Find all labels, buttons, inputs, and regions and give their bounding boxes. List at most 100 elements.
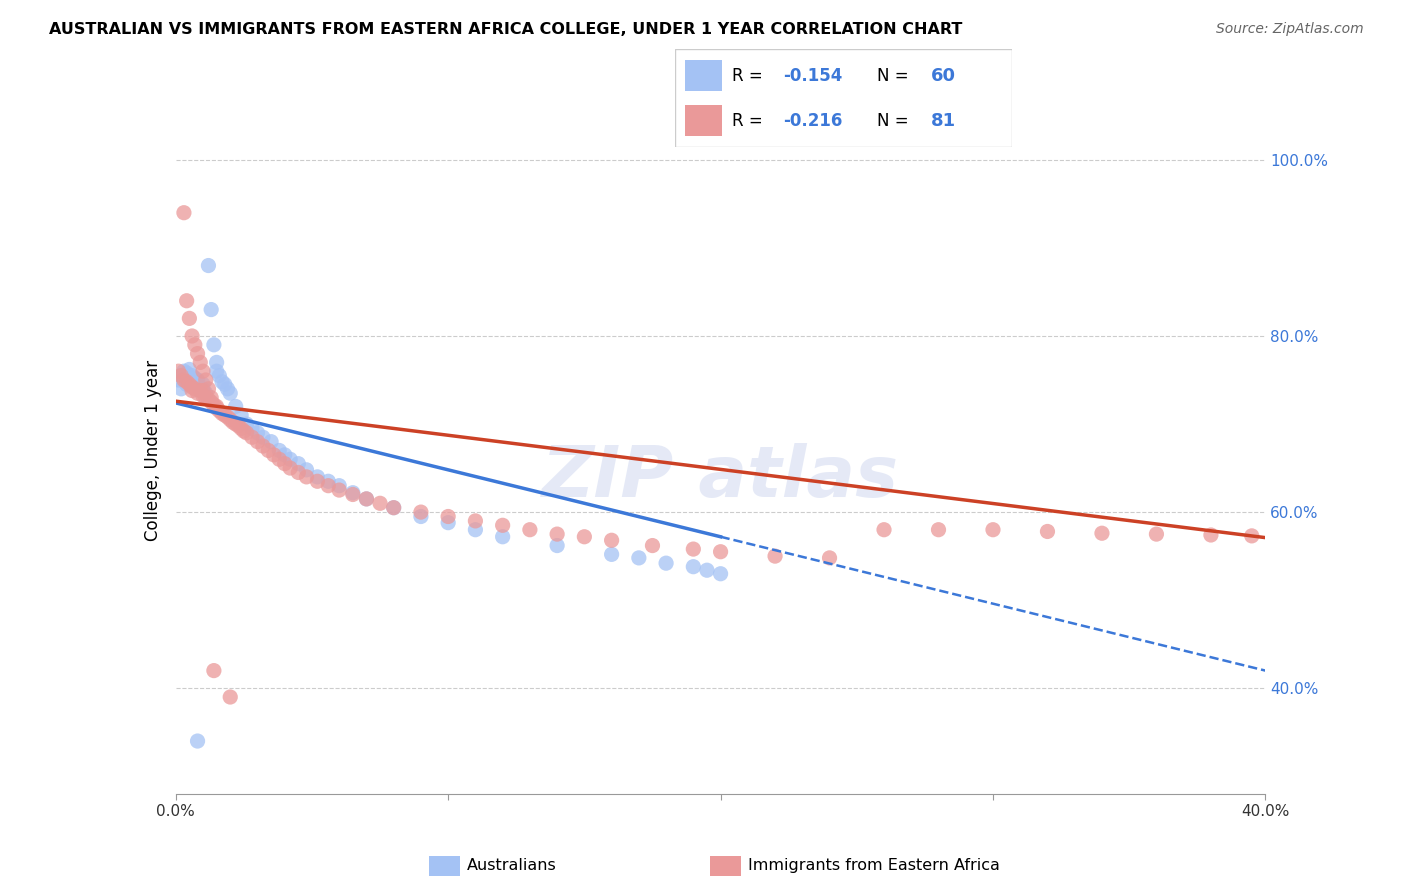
Point	[274, 448, 297, 462]
Point	[574, 530, 596, 544]
Point	[179, 362, 201, 376]
Point	[295, 463, 318, 477]
Text: -0.154: -0.154	[783, 67, 842, 85]
Point	[202, 398, 225, 412]
Point	[1036, 524, 1059, 539]
Point	[257, 443, 280, 458]
Point	[252, 439, 274, 453]
Point	[437, 509, 460, 524]
Point	[197, 259, 219, 273]
Point	[269, 443, 291, 458]
Point	[184, 371, 207, 385]
Text: R =: R =	[733, 67, 768, 85]
Point	[1240, 529, 1263, 543]
Point	[600, 533, 623, 548]
Point	[181, 368, 204, 383]
Point	[186, 386, 209, 401]
Point	[186, 346, 209, 360]
Point	[382, 500, 405, 515]
Point	[307, 470, 329, 484]
Text: N =: N =	[877, 112, 914, 129]
Point	[222, 415, 245, 429]
Point	[682, 542, 704, 557]
Point	[328, 478, 350, 492]
Point	[188, 384, 211, 398]
Point	[1091, 526, 1114, 541]
Point	[173, 364, 195, 378]
Point	[710, 545, 733, 559]
Point	[211, 375, 233, 389]
Point	[318, 478, 340, 492]
Point	[235, 417, 257, 431]
Point	[181, 380, 204, 394]
Point	[287, 457, 309, 471]
Point	[205, 364, 228, 378]
Point	[981, 523, 1004, 537]
Text: AUSTRALIAN VS IMMIGRANTS FROM EASTERN AFRICA COLLEGE, UNDER 1 YEAR CORRELATION C: AUSTRALIAN VS IMMIGRANTS FROM EASTERN AF…	[49, 22, 963, 37]
Point	[710, 566, 733, 581]
Point	[682, 559, 704, 574]
Point	[263, 448, 285, 462]
Point	[627, 550, 650, 565]
Point	[231, 421, 253, 435]
Point	[409, 509, 432, 524]
Point	[173, 205, 195, 219]
Point	[246, 425, 269, 440]
Text: Australians: Australians	[467, 858, 557, 872]
Point	[194, 391, 217, 405]
Point	[167, 373, 190, 387]
Text: -0.216: -0.216	[783, 112, 842, 129]
Point	[278, 452, 301, 467]
Point	[246, 434, 269, 449]
Point	[191, 382, 214, 396]
Point	[217, 382, 239, 396]
Text: 81: 81	[931, 112, 956, 129]
Point	[225, 417, 247, 431]
Point	[176, 377, 198, 392]
Point	[176, 293, 198, 308]
Point	[600, 547, 623, 561]
Text: R =: R =	[733, 112, 768, 129]
Point	[181, 329, 204, 343]
Point	[655, 556, 678, 570]
Point	[200, 302, 222, 317]
Point	[197, 392, 219, 407]
Text: Immigrants from Eastern Africa: Immigrants from Eastern Africa	[748, 858, 1000, 872]
Point	[179, 377, 201, 392]
Point	[205, 355, 228, 369]
Point	[194, 373, 217, 387]
Point	[188, 380, 211, 394]
Point	[269, 452, 291, 467]
Point	[202, 338, 225, 352]
Point	[208, 404, 231, 418]
Point	[173, 373, 195, 387]
Point	[228, 418, 250, 433]
Point	[546, 539, 568, 553]
Point	[184, 382, 207, 396]
Point	[240, 421, 263, 435]
Point	[170, 368, 193, 383]
Point	[191, 384, 214, 398]
Point	[307, 475, 329, 489]
Bar	[685, 105, 723, 136]
Point	[186, 373, 209, 387]
Point	[219, 386, 242, 401]
Point	[181, 384, 204, 398]
Point	[519, 523, 541, 537]
Point	[252, 430, 274, 444]
Y-axis label: College, Under 1 year: College, Under 1 year	[143, 359, 162, 541]
Point	[194, 386, 217, 401]
Point	[260, 434, 283, 449]
Point	[219, 690, 242, 704]
Point	[356, 491, 378, 506]
Point	[176, 375, 198, 389]
Point	[191, 377, 214, 392]
Point	[464, 514, 486, 528]
Point	[368, 496, 391, 510]
Point	[641, 539, 664, 553]
Point	[546, 527, 568, 541]
Point	[200, 391, 222, 405]
Point	[176, 366, 198, 380]
Text: ZIP atlas: ZIP atlas	[541, 443, 900, 512]
Point	[696, 563, 718, 577]
